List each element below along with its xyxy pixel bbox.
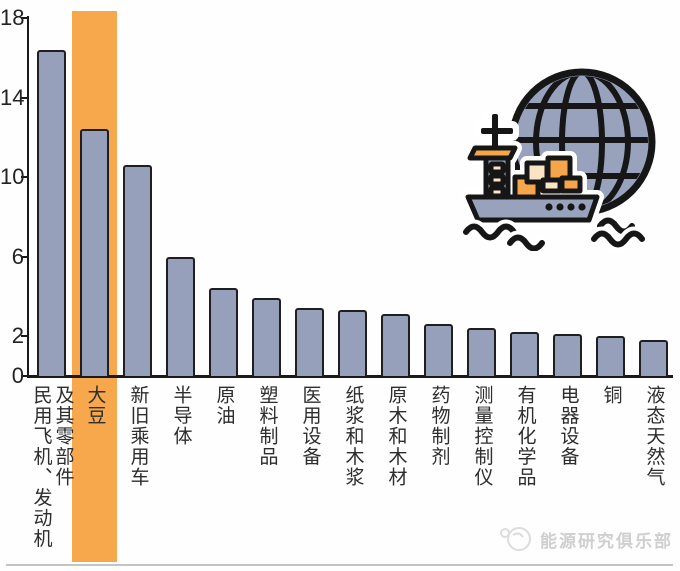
x-category-label: 民用飞机、发动机 及其零部件 xyxy=(30,385,74,549)
bar-5 xyxy=(209,288,238,376)
x-category-label: 大豆 xyxy=(84,385,106,426)
y-axis xyxy=(27,16,29,378)
x-category-label: 医用设备 xyxy=(299,385,321,467)
x-category-label: 药物制剂 xyxy=(428,385,450,467)
y-tick-label: 14 xyxy=(0,84,25,110)
bar-13 xyxy=(553,334,582,376)
bottom-divider xyxy=(6,564,673,566)
y-tick-label: 18 xyxy=(0,5,25,30)
y-tick-mark xyxy=(21,375,28,377)
bar-9 xyxy=(381,314,410,376)
y-tick-mark xyxy=(21,255,28,258)
bar-10 xyxy=(424,324,453,376)
bar-4 xyxy=(166,257,195,376)
bar-2 xyxy=(80,129,109,376)
y-tick-mark xyxy=(21,176,28,179)
bar-14 xyxy=(596,336,625,376)
y-tick-label: 0 xyxy=(11,363,24,388)
bar-12 xyxy=(510,332,539,376)
cargo-ship-icon xyxy=(465,114,600,223)
x-category-label: 液态天然气 xyxy=(643,385,665,488)
x-category-label: 原木和木材 xyxy=(385,385,407,488)
y-tick-mark xyxy=(21,96,28,99)
watermark-text: 能源研究俱乐部 xyxy=(540,531,673,551)
y-tick-label: 2 xyxy=(11,323,24,349)
watermark-logo-icon xyxy=(500,527,531,551)
x-category-label: 新旧乘用车 xyxy=(127,385,149,488)
bar-3 xyxy=(123,165,152,376)
bar-15 xyxy=(639,340,668,376)
x-category-label: 塑料制品 xyxy=(256,385,278,467)
x-axis xyxy=(27,375,673,378)
x-category-label: 纸浆和木浆 xyxy=(342,385,364,488)
bar-8 xyxy=(338,310,367,376)
x-category-label: 有机化学品 xyxy=(514,385,536,488)
watermark: 能源研究俱乐部 xyxy=(498,525,673,553)
x-category-label: 半导体 xyxy=(170,385,192,447)
y-tick-label: 10 xyxy=(0,164,25,190)
x-category-label: 原油 xyxy=(213,385,235,426)
waves-icon xyxy=(459,213,649,251)
y-tick-mark xyxy=(21,17,28,19)
bar-6 xyxy=(252,298,281,376)
cargo-ship-globe-icon xyxy=(459,68,656,251)
x-category-label: 电器设备 xyxy=(557,385,579,467)
x-category-label: 铜 xyxy=(600,385,622,406)
x-category-label: 测量控制仪 xyxy=(471,385,493,488)
y-tick-mark xyxy=(21,335,28,338)
bar-1 xyxy=(37,50,66,376)
y-tick-label: 6 xyxy=(11,243,24,269)
bar-7 xyxy=(295,308,324,376)
bar-11 xyxy=(467,328,496,376)
